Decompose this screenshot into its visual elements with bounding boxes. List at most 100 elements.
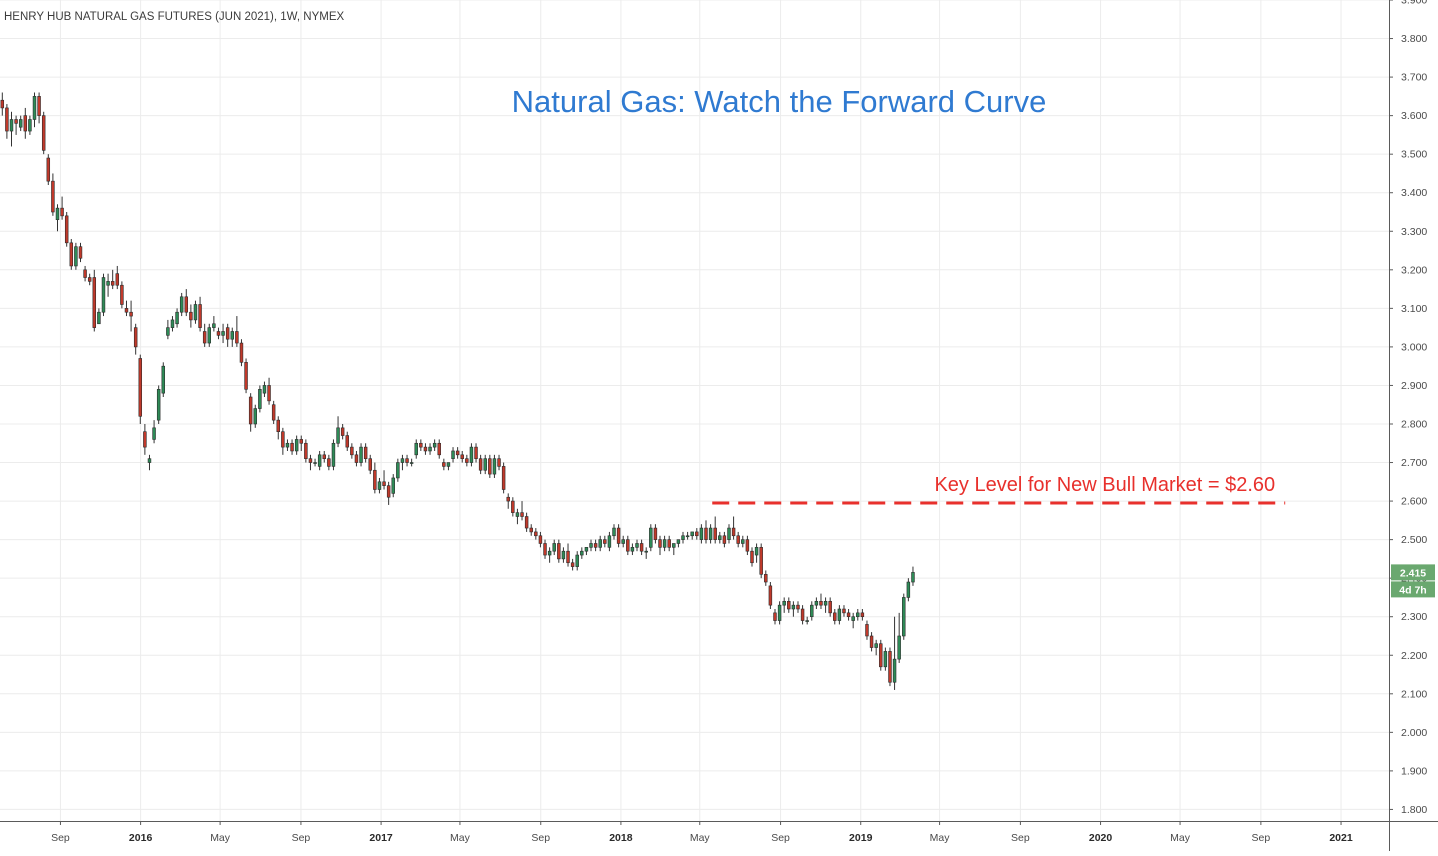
candle[interactable] [616,524,621,548]
candle[interactable] [262,381,267,398]
candle[interactable] [281,427,285,455]
candle[interactable] [60,196,64,220]
candle[interactable] [294,435,299,455]
candle[interactable] [120,281,124,309]
candle[interactable] [152,420,156,444]
candle[interactable] [888,647,892,687]
candle[interactable] [547,547,552,563]
candle[interactable] [750,547,754,567]
candle[interactable] [235,316,239,347]
candle[interactable] [593,539,598,552]
candle[interactable] [603,535,607,548]
candle[interactable] [911,566,915,586]
candle[interactable] [253,404,257,428]
candle[interactable] [179,292,184,317]
candle[interactable] [879,639,883,671]
candle[interactable] [74,242,78,270]
candle[interactable] [97,308,101,325]
candle[interactable] [87,273,92,286]
candle[interactable] [644,547,648,559]
candle[interactable] [161,362,166,398]
candle[interactable] [906,578,911,602]
candle[interactable] [409,458,414,467]
candle[interactable] [391,474,395,498]
candle[interactable] [791,601,796,617]
candle[interactable] [382,470,386,490]
candle[interactable] [506,493,510,509]
candle[interactable] [271,400,276,424]
candle[interactable] [552,539,556,556]
candle[interactable] [685,531,690,540]
candle[interactable] [304,439,308,463]
candle[interactable] [727,524,731,544]
candle[interactable] [621,535,625,548]
candle[interactable] [143,423,147,455]
candle[interactable] [892,616,897,690]
candle[interactable] [833,609,837,625]
candle[interactable] [23,107,28,139]
candle[interactable] [699,524,704,544]
candle[interactable] [529,524,533,536]
candle[interactable] [327,454,331,471]
candle[interactable] [538,531,543,548]
candle[interactable] [147,454,152,471]
candle[interactable] [322,450,326,463]
candle[interactable] [534,528,538,540]
candle[interactable] [828,597,832,617]
candle[interactable] [442,458,446,471]
candle[interactable] [478,454,483,475]
candle[interactable] [55,204,60,232]
candle[interactable] [754,543,759,563]
candle[interactable] [741,535,745,548]
candle[interactable] [713,516,717,544]
candle[interactable] [635,539,639,552]
candle[interactable] [101,273,106,317]
candle[interactable] [419,439,423,451]
candle[interactable] [557,539,561,563]
candle[interactable] [883,647,888,671]
candle[interactable] [354,450,359,467]
candle[interactable] [667,535,671,552]
candle[interactable] [451,447,455,463]
candle[interactable] [708,524,713,544]
candle[interactable] [814,597,819,610]
candle[interactable] [465,454,469,467]
candle[interactable] [897,612,901,663]
candle[interactable] [428,443,432,455]
candle[interactable] [202,323,207,347]
candle[interactable] [175,308,179,328]
candle[interactable] [842,605,846,617]
candle[interactable] [777,601,782,625]
candle[interactable] [598,535,602,552]
candle[interactable] [718,531,722,544]
candle[interactable] [386,481,391,505]
candle[interactable] [432,439,437,451]
candle[interactable] [764,570,768,586]
candle[interactable] [106,273,110,297]
candle[interactable] [78,242,83,263]
candle[interactable] [566,543,570,567]
candle[interactable] [865,620,869,640]
candle[interactable] [575,551,579,571]
candle[interactable] [511,497,515,517]
candle[interactable] [492,454,497,478]
candle[interactable] [51,173,55,216]
candle[interactable] [336,416,340,448]
candle[interactable] [170,316,175,332]
candle[interactable] [258,385,262,413]
candle[interactable] [83,265,87,282]
candle[interactable] [437,439,441,459]
candle[interactable] [18,115,23,132]
candle[interactable] [37,92,41,124]
candle[interactable] [690,531,694,540]
candle[interactable] [244,358,248,394]
candle[interactable] [768,582,773,610]
candle[interactable] [773,609,777,625]
candle[interactable] [653,524,658,544]
candle[interactable] [782,597,786,613]
candle[interactable] [469,443,474,467]
candle[interactable] [681,531,685,544]
candle[interactable] [584,547,589,556]
candle[interactable] [488,454,492,478]
